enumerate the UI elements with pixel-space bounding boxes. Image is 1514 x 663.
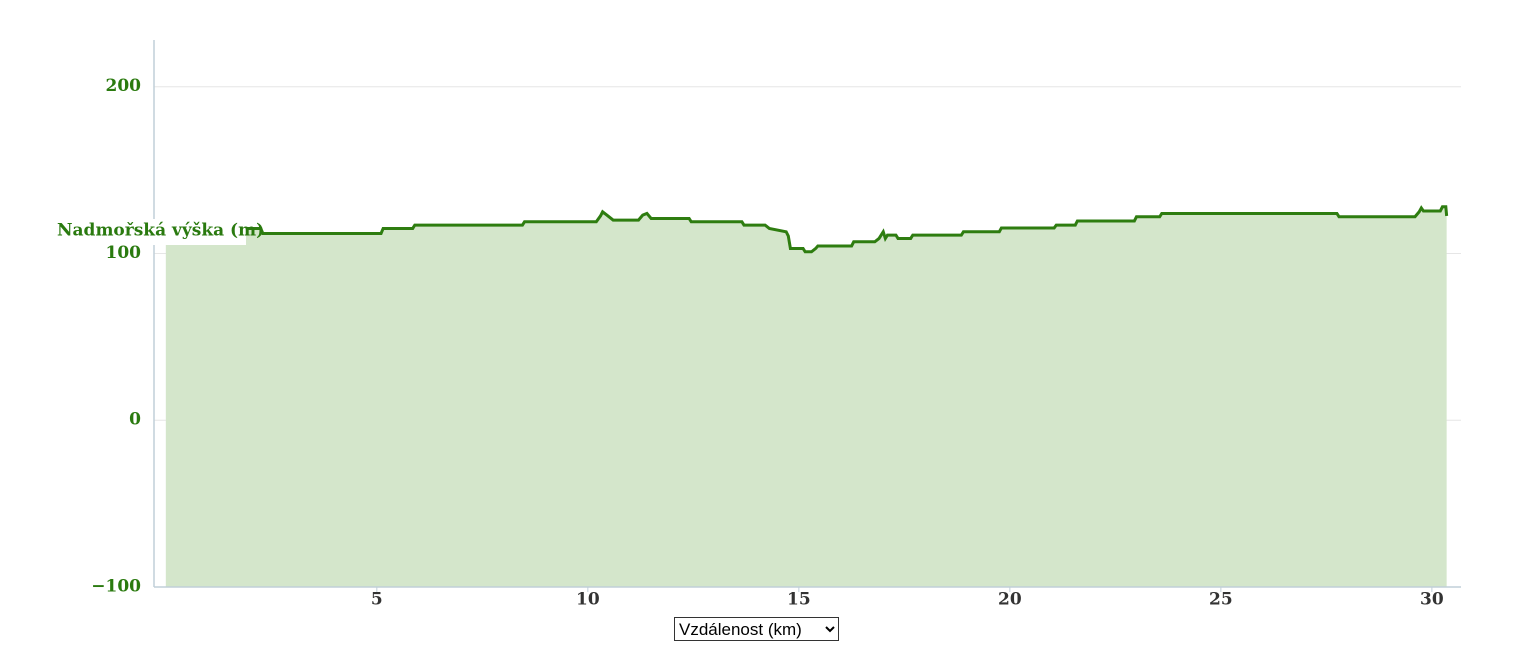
x-tick-label: 15 <box>787 590 811 610</box>
elevation-line <box>165 205 1449 254</box>
x-tick-label: 10 <box>576 590 600 610</box>
plot-area: −100 0 100 200 5 10 15 20 25 30 <box>91 40 1461 610</box>
x-tick-label: 5 <box>371 590 383 610</box>
x-tick-label: 20 <box>998 590 1022 610</box>
elevation-area <box>165 206 1447 587</box>
x-axis-select[interactable]: Vzdálenost (km) <box>674 617 839 641</box>
y-tick-label: 100 <box>106 243 142 263</box>
y-tick-label: 0 <box>129 410 141 430</box>
y-tick-label: −100 <box>91 577 141 597</box>
x-tick-label: 25 <box>1209 590 1233 610</box>
y-tick-label: 200 <box>106 76 142 96</box>
label-background <box>55 219 246 245</box>
x-tick-label: 30 <box>1420 590 1444 610</box>
y-axis-title: Nadmořská výška (m) <box>57 221 264 241</box>
